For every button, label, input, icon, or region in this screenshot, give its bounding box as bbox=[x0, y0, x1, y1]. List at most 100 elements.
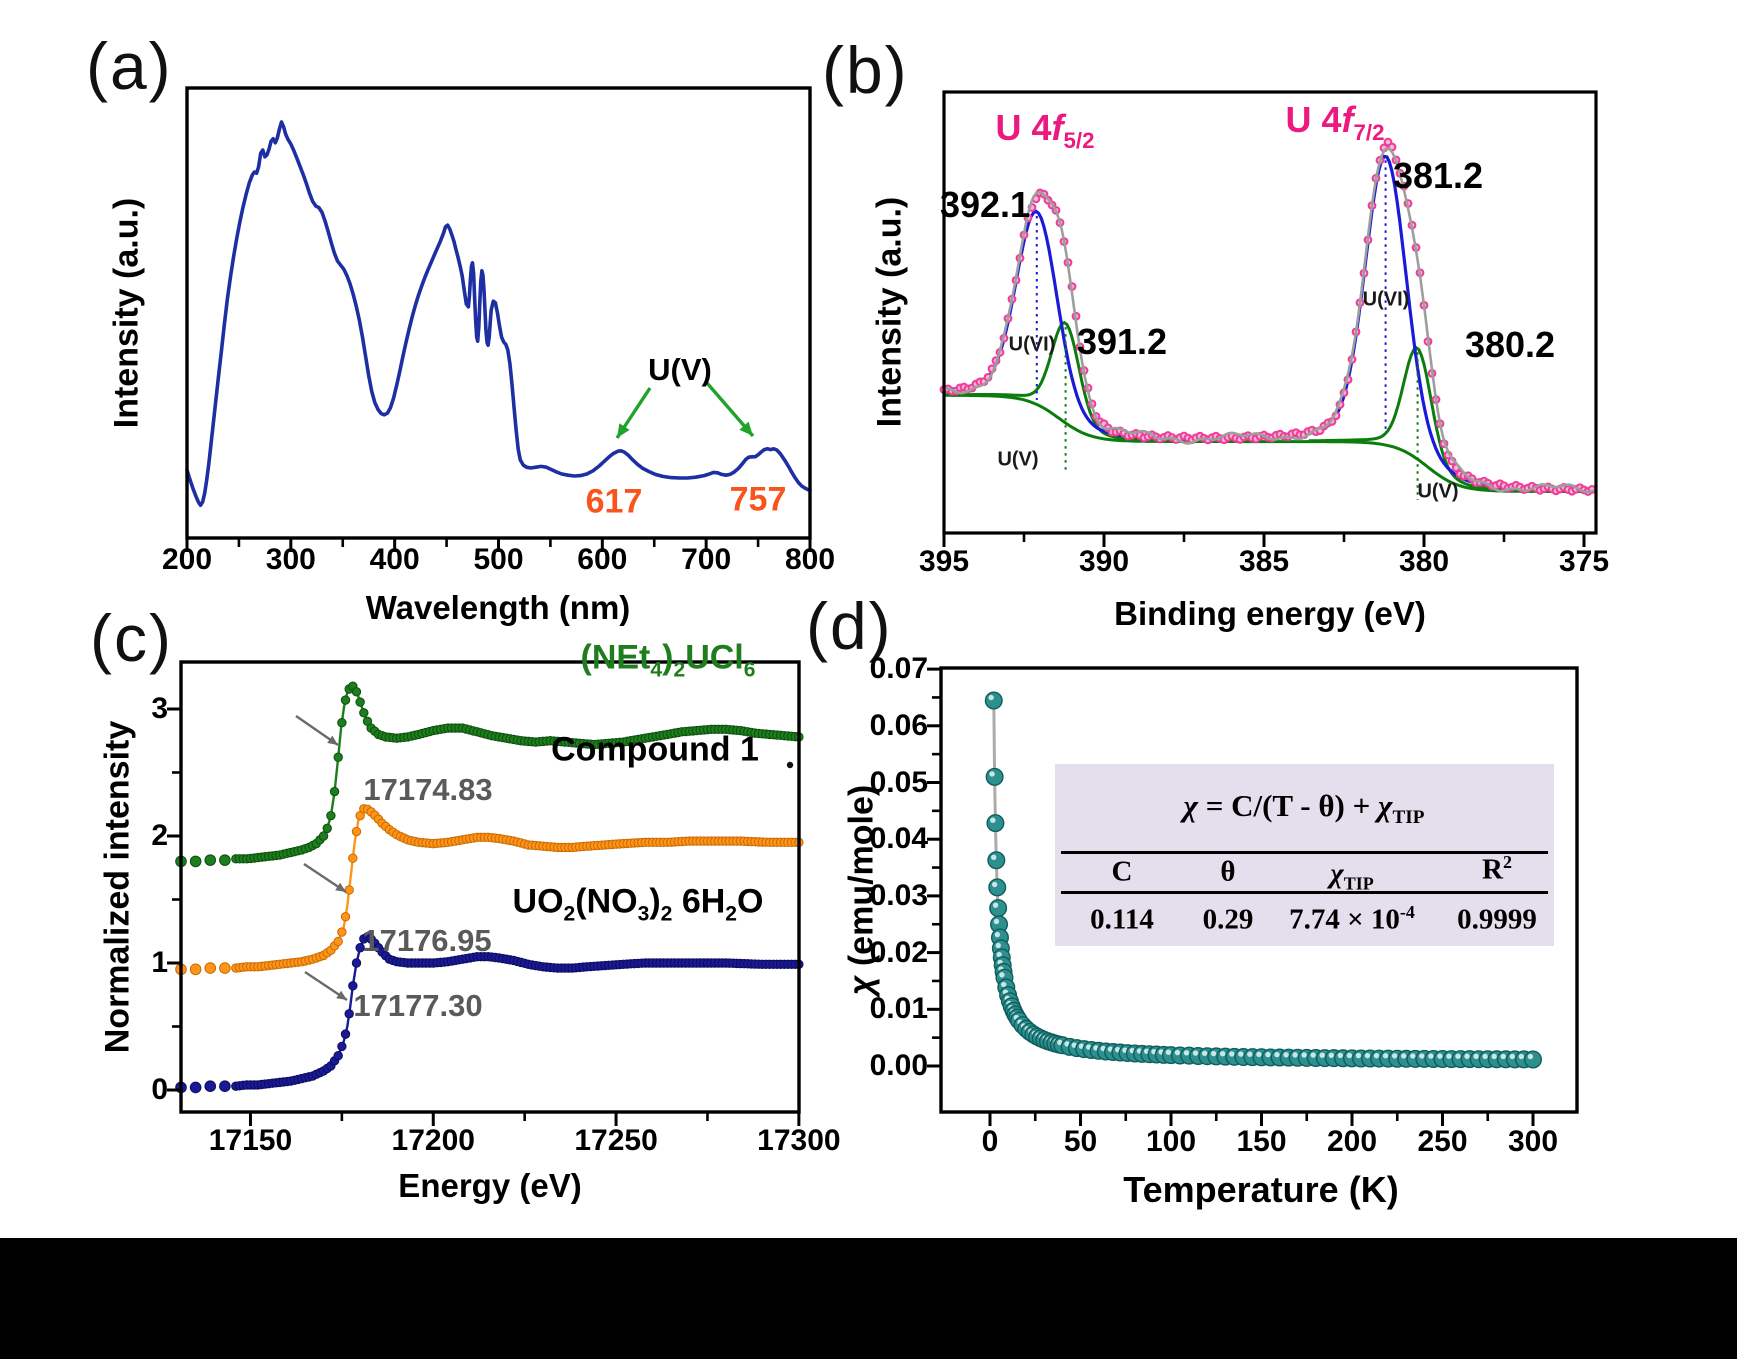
chi-sphere-highlight bbox=[1292, 1052, 1298, 1058]
xanes-ucl6-marker bbox=[337, 717, 347, 728]
inset-header-chitip: χTIP bbox=[1330, 857, 1374, 894]
chi-sphere-highlight bbox=[1346, 1052, 1353, 1059]
chi-sphere-highlight bbox=[1319, 1052, 1325, 1058]
panel-b-tag: (b) bbox=[822, 33, 909, 107]
a-x-tick-label: 700 bbox=[681, 543, 732, 576]
chi-sphere-highlight bbox=[989, 771, 995, 777]
chi-sphere-highlight bbox=[1401, 1053, 1407, 1059]
c-y-tick-label: 0 bbox=[151, 1073, 168, 1106]
a-x-tick-label: 600 bbox=[577, 543, 628, 576]
chi-sphere-highlight bbox=[995, 942, 1001, 949]
xps-data-marker-core bbox=[1385, 139, 1391, 145]
c-edge-arrow-2-head bbox=[335, 882, 346, 892]
d-y-tick-label: 0.06 bbox=[869, 708, 928, 742]
chi-sphere-highlight bbox=[992, 902, 999, 908]
c-y-tick-label: 1 bbox=[151, 946, 168, 979]
xanes-ucl6-preedge-dot bbox=[189, 855, 202, 868]
chi-sphere-highlight bbox=[1491, 1053, 1497, 1060]
chi-data-sphere bbox=[985, 767, 1004, 786]
inset-rule-top bbox=[1061, 851, 1548, 854]
chi-sphere-highlight bbox=[1238, 1051, 1244, 1057]
chi-sphere-highlight bbox=[1455, 1053, 1461, 1059]
chi-sphere-highlight bbox=[1437, 1053, 1443, 1059]
xanes-compound1-marker bbox=[337, 927, 347, 937]
chi-sphere-highlight bbox=[1229, 1051, 1235, 1057]
xps-data-marker-core bbox=[1033, 196, 1039, 202]
chi-sphere-highlight bbox=[1355, 1052, 1362, 1059]
c-plot-frame bbox=[179, 660, 801, 1114]
c-x-tick-label: 17150 bbox=[208, 1124, 293, 1157]
chi-sphere-highlight bbox=[991, 854, 997, 861]
b-plot-frame bbox=[942, 90, 1598, 535]
d-x-tick-label: 200 bbox=[1326, 1125, 1378, 1158]
xanes-ucl6-marker bbox=[322, 823, 332, 834]
xanes-uranyl-preedge-dot bbox=[189, 1081, 202, 1094]
c-edge-arrow-3-head bbox=[336, 990, 347, 1000]
inset-formula: χ = C/(T - θ) + χTIP bbox=[1183, 788, 1425, 829]
xanes-ucl6-marker bbox=[351, 687, 362, 697]
c-edge-energy-3: 17177.30 bbox=[353, 988, 483, 1023]
d-x-tick-label: 0 bbox=[981, 1125, 999, 1158]
xps-background-line bbox=[944, 393, 1595, 493]
a-peak-617-label: 617 bbox=[585, 482, 643, 521]
chi-sphere-highlight bbox=[1165, 1049, 1172, 1055]
chi-data-sphere bbox=[986, 814, 1005, 833]
xanes-ucl6-marker bbox=[326, 810, 336, 821]
chi-data-sphere bbox=[1523, 1050, 1542, 1069]
chi-sphere-highlight bbox=[1247, 1051, 1253, 1057]
xanes-ucl6-preedge-dot bbox=[219, 854, 231, 866]
c-x-tick-label: 17300 bbox=[757, 1124, 841, 1157]
a-x-tick-label: 200 bbox=[161, 543, 213, 576]
b-x-tick-label: 385 bbox=[1238, 545, 1290, 578]
d-y-tick-label: 0.00 bbox=[869, 1049, 928, 1082]
b-peak-392-label: 392.1 bbox=[939, 184, 1031, 225]
xanes-uranyl-marker bbox=[348, 981, 358, 991]
d-y-tick-label: 0.03 bbox=[869, 878, 928, 912]
xanes-ucl6-marker bbox=[340, 695, 351, 705]
xps-uv-component-1 bbox=[943, 320, 1154, 442]
b-u4f72-label: U 4f7/2 bbox=[1285, 99, 1385, 146]
curie-weiss-inset-table: χ = C/(T - θ) + χTIP C θ χTIP R2 0.114 0… bbox=[1055, 764, 1554, 946]
xanes-uranyl-preedge-dot bbox=[204, 1080, 217, 1092]
xanes-ucl6-marker bbox=[333, 752, 343, 762]
a-x-tick-label: 800 bbox=[784, 543, 836, 576]
chi-sphere-highlight bbox=[991, 881, 998, 888]
c-x-tick-label: 17250 bbox=[574, 1124, 658, 1157]
xanes-compound1-marker bbox=[333, 936, 343, 947]
xanes-ucl6-marker bbox=[359, 708, 369, 718]
xanes-uranyl-marker bbox=[344, 1009, 354, 1019]
a-uv-arrow-left-head bbox=[617, 423, 630, 438]
chi-sphere-highlight bbox=[1500, 1053, 1506, 1060]
c-stray-dot bbox=[786, 761, 794, 769]
chi-sphere-highlight bbox=[1419, 1053, 1425, 1059]
panel-a-tag: (a) bbox=[86, 29, 173, 103]
chi-data-sphere bbox=[984, 691, 1003, 710]
b-x-tick-label: 390 bbox=[1078, 545, 1130, 578]
panel-c-tag: (c) bbox=[90, 601, 173, 675]
b-y-axis-title: Intensity (a.u.) bbox=[870, 196, 909, 428]
d-y-tick-label: 0.05 bbox=[869, 765, 928, 799]
chi-sphere-highlight bbox=[1328, 1052, 1335, 1058]
d-plot-frame bbox=[939, 666, 1579, 1114]
a-uv-annotation: U(V) bbox=[648, 352, 712, 387]
xanes-ucl6-marker bbox=[355, 697, 365, 707]
c-edge-arrow-1-head bbox=[327, 735, 338, 745]
a-x-tick-label: 400 bbox=[369, 543, 420, 576]
chi-sphere-highlight bbox=[1220, 1050, 1226, 1057]
chi-sphere-highlight bbox=[1337, 1052, 1344, 1059]
chi-sphere-highlight bbox=[1000, 981, 1007, 988]
xanes-ucl6-marker bbox=[329, 786, 340, 797]
d-x-tick-label: 100 bbox=[1145, 1125, 1197, 1158]
xanes-uranyl-preedge-dot bbox=[219, 1080, 231, 1092]
chi-sphere-highlight bbox=[1482, 1053, 1488, 1060]
xanes-compound1-marker bbox=[340, 911, 351, 922]
c-curve-label-compound1: Compound 1 bbox=[551, 730, 759, 769]
c-y-tick-label: 3 bbox=[151, 692, 168, 725]
c-y-tick-label: 2 bbox=[151, 819, 168, 852]
a-y-axis-title: Intensity (a.u.) bbox=[107, 197, 146, 429]
xanes-ucl6-preedge-dot bbox=[204, 854, 217, 866]
b-uvi-right-label: U(VI) bbox=[1362, 288, 1410, 311]
b-uv-left-label: U(V) bbox=[997, 448, 1039, 471]
d-y-tick-label: 0.02 bbox=[869, 935, 928, 969]
chi-data-sphere bbox=[989, 899, 1008, 918]
